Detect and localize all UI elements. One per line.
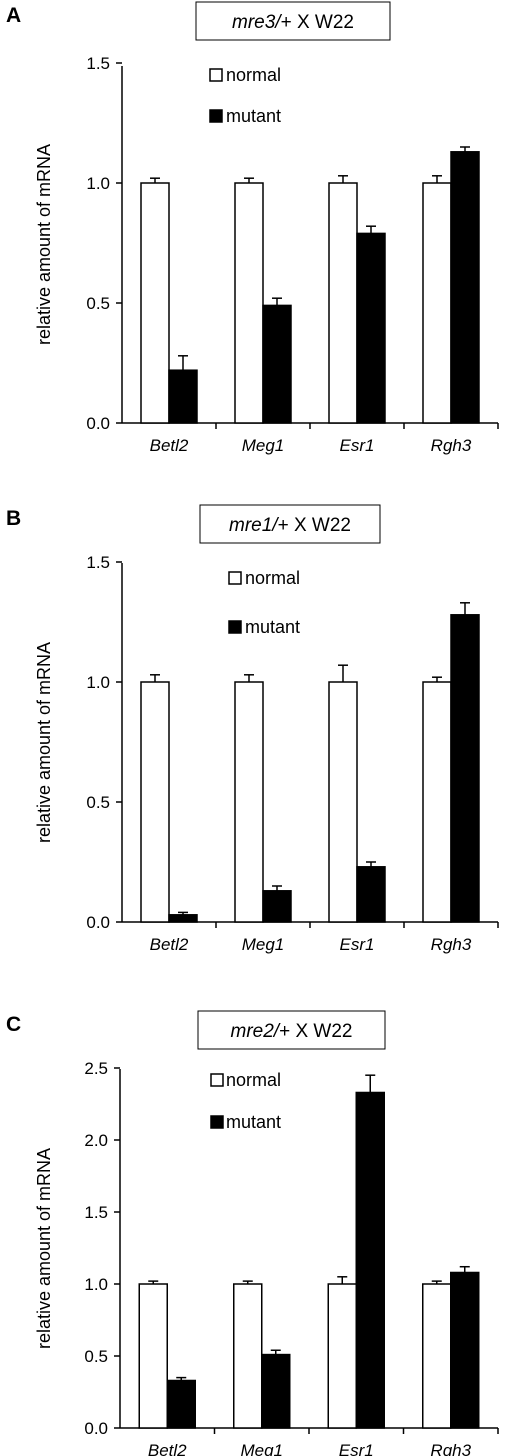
panel-letter: C: [6, 1013, 21, 1036]
y-tick-label: 2.0: [84, 1131, 108, 1150]
y-axis-title: relative amount of mRNA: [34, 144, 54, 345]
legend-label-mutant: mutant: [226, 106, 281, 126]
y-tick-label: 1.0: [86, 174, 110, 193]
bar-normal-meg1: [234, 182, 264, 424]
bar-normal-meg1: [233, 1283, 263, 1429]
category-label-meg1: Meg1: [242, 436, 285, 455]
chart-title-box: [199, 504, 381, 544]
bar-normal-rgh3: [422, 182, 452, 424]
chart-title-rest: + X W22: [279, 1021, 352, 1042]
legend-label-normal: normal: [226, 65, 281, 85]
bar-mutant-rgh3: [450, 1271, 480, 1429]
category-label-rgh3: Rgh3: [431, 436, 472, 455]
bar-normal-rgh3: [422, 1283, 452, 1429]
bar-mutant-esr1: [356, 232, 386, 424]
bar-mutant-meg1: [262, 890, 292, 923]
y-tick-label: 1.5: [86, 553, 110, 572]
panel-letter: B: [6, 507, 21, 530]
category-label-meg1: Meg1: [240, 1441, 283, 1456]
chart-title-italic: mre2/: [231, 1021, 281, 1042]
category-label-betl2: Betl2: [150, 935, 189, 954]
bar-mutant-betl2: [166, 1379, 196, 1429]
chart-title-italic: mre3/: [232, 12, 282, 33]
category-label-betl2: Betl2: [150, 436, 189, 455]
category-label-betl2: Betl2: [148, 1441, 187, 1456]
bar-normal-rgh3: [422, 681, 452, 923]
legend-swatch-normal: [209, 68, 223, 82]
y-axis-title: relative amount of mRNA: [34, 1148, 54, 1349]
y-tick-label: 1.5: [86, 54, 110, 73]
legend-swatch-normal: [210, 1073, 224, 1087]
chart-title: mre3/+ X W22: [232, 12, 354, 33]
bar-normal-esr1: [328, 182, 358, 424]
legend-swatch-mutant: [209, 109, 223, 123]
bar-normal-esr1: [328, 681, 358, 923]
chart-title-rest: + X W22: [281, 12, 354, 33]
bar-normal-esr1: [327, 1283, 357, 1429]
legend-swatch-normal: [228, 571, 242, 585]
y-tick-label: 0.0: [84, 1419, 108, 1438]
legend-swatch-mutant: [210, 1115, 224, 1129]
category-label-esr1: Esr1: [339, 1441, 374, 1456]
bar-mutant-esr1: [355, 1091, 385, 1429]
panel-letter: A: [6, 4, 21, 27]
chart-title: mre2/+ X W22: [231, 1021, 353, 1042]
category-label-rgh3: Rgh3: [430, 1441, 471, 1456]
bar-mutant-rgh3: [450, 151, 480, 424]
category-label-meg1: Meg1: [242, 935, 285, 954]
y-tick-label: 1.5: [84, 1203, 108, 1222]
y-axis-title: relative amount of mRNA: [34, 642, 54, 843]
chart-title-rest: + X W22: [278, 515, 351, 536]
legend: normal mutant: [210, 1070, 281, 1132]
chart-title-box: [195, 1, 391, 41]
legend-label-mutant: mutant: [245, 617, 300, 637]
legend-label-normal: normal: [245, 568, 300, 588]
category-label-rgh3: Rgh3: [431, 935, 472, 954]
y-tick-label: 0.0: [86, 414, 110, 433]
legend: normal mutant: [209, 65, 281, 126]
bar-mutant-meg1: [261, 1353, 291, 1429]
bar-mutant-betl2: [168, 369, 198, 424]
y-tick-label: 0.0: [86, 913, 110, 932]
bar-mutant-meg1: [262, 304, 292, 424]
y-tick-label: 1.0: [86, 673, 110, 692]
chart-title: mre1/+ X W22: [229, 515, 351, 536]
y-tick-label: 0.5: [86, 294, 110, 313]
y-tick-label: 0.5: [86, 793, 110, 812]
bar-normal-betl2: [138, 1283, 168, 1429]
bar-normal-meg1: [234, 681, 264, 923]
bar-normal-betl2: [140, 182, 170, 424]
category-label-esr1: Esr1: [340, 436, 375, 455]
legend-label-mutant: mutant: [226, 1112, 281, 1132]
bar-mutant-betl2: [168, 914, 198, 923]
legend-label-normal: normal: [226, 1070, 281, 1090]
y-tick-label: 0.5: [84, 1347, 108, 1366]
bar-mutant-rgh3: [450, 614, 480, 923]
legend: normal mutant: [228, 568, 300, 637]
legend-swatch-mutant: [228, 620, 242, 634]
chart-title-box: [197, 1010, 386, 1050]
y-tick-label: 2.5: [84, 1059, 108, 1078]
bar-normal-betl2: [140, 681, 170, 923]
bar-mutant-esr1: [356, 866, 386, 923]
chart-title-italic: mre1/: [229, 515, 279, 536]
category-label-esr1: Esr1: [340, 935, 375, 954]
y-tick-label: 1.0: [84, 1275, 108, 1294]
